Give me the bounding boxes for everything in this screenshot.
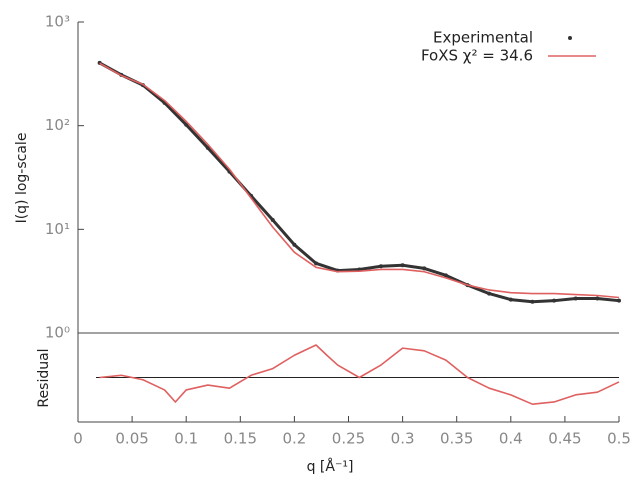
x-tick-label: 0.25 [332,430,365,448]
x-tick-label: 0.3 [391,430,415,448]
data-point [617,298,621,303]
x-tick-label: 0.2 [282,430,306,448]
data-line [98,61,620,304]
y-tick-label: 10⁰ [45,324,70,342]
data-point [508,297,513,302]
data-point [205,145,210,150]
x-tick-label: 0.5 [607,430,631,448]
data-point [530,299,535,304]
x-tick-label: 0.05 [115,430,148,448]
x-axis-label: q [Å⁻¹] [307,458,354,475]
data-point [292,242,297,247]
legend-label: FoXS χ² = 34.6 [421,47,533,65]
x-tick-label: 0.15 [224,430,257,448]
fit-line [99,344,620,405]
data-point [400,263,405,268]
data-point [422,266,427,271]
residual-label: Residual [36,348,52,407]
y-tick-label: 10³ [45,13,70,31]
data-point [184,122,189,127]
y-tick-label: 10² [45,116,70,134]
legend-label: Experimental [433,29,533,47]
x-tick-label: 0 [73,430,83,448]
data-point [487,291,492,296]
data-point [378,264,383,269]
x-tick-label: 0.45 [548,430,581,448]
y-axis-label: I(q) log-scale [14,133,30,224]
data-point [314,261,319,266]
x-tick-label: 0.35 [440,430,473,448]
data-point [552,298,557,303]
x-tick-label: 0.1 [174,430,198,448]
x-tick-label: 0.4 [499,430,523,448]
data-point [595,296,600,301]
data-point [573,296,578,301]
data-point [443,273,448,278]
fit-line [99,62,620,299]
y-tick-label: 10¹ [45,220,70,238]
data-point [270,218,275,223]
legend-marker [568,36,572,40]
